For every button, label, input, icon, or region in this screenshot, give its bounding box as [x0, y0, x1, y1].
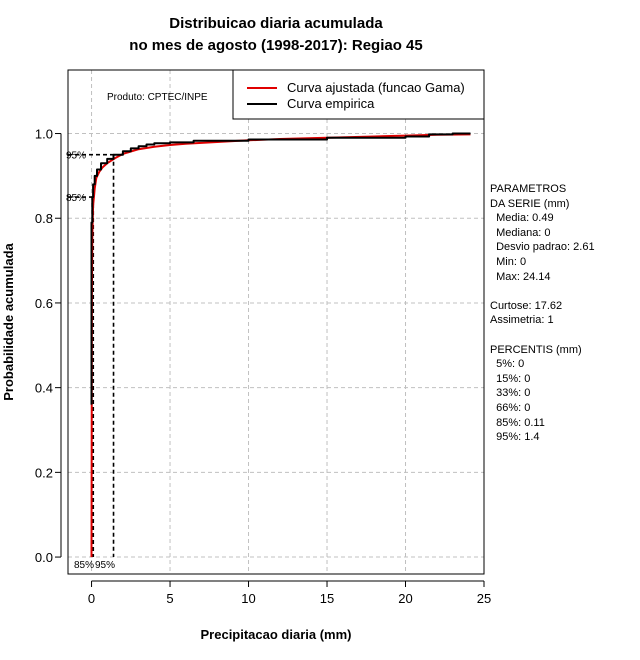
percentil-15: 15%: 0 — [490, 372, 531, 385]
chart-title-line2: no mes de agosto (1998-2017): Regiao 45 — [129, 37, 422, 54]
stat-mediana: Mediana: 0 — [490, 226, 551, 239]
stat-min: Min: 0 — [490, 255, 527, 268]
params-header-1: PARAMETROS — [490, 183, 567, 195]
chart-title-line1: Distribuicao diaria acumulada — [169, 15, 383, 32]
y-tick-label-2: 0.4 — [35, 381, 53, 396]
x-axis-label: Precipitacao diaria (mm) — [201, 627, 352, 642]
series-line-1 — [90, 132, 471, 405]
y-axis-label: Probabilidade acumulada — [1, 242, 16, 400]
stat-assimetria: Assimetria: 1 — [490, 314, 554, 327]
percentil-85: 85%: 0.11 — [490, 416, 545, 429]
x-tick-label-2: 10 — [241, 591, 255, 606]
x-tick-label-4: 20 — [398, 591, 412, 606]
params-header-2: DA SERIE (mm) — [490, 197, 570, 210]
y-tick-label-4: 0.8 — [35, 211, 53, 226]
percentil-66: 66%: 0 — [490, 401, 531, 414]
legend-label-fitted: Curva ajustada (funcao Gama) — [287, 80, 465, 95]
percentil-5: 5%: 0 — [490, 358, 525, 371]
stat-curtose: Curtose: 17.62 — [490, 299, 563, 312]
plot-frame — [67, 69, 485, 575]
series-parameters: PARAMETROS DA SERIE (mm) Media: 0.49 Med… — [490, 182, 595, 445]
product-label: Produto: CPTEC/INPE — [107, 92, 208, 103]
series-group — [90, 132, 471, 558]
x-tick-label-5: 25 — [477, 591, 491, 606]
x-tick-label-0: 0 — [88, 591, 95, 606]
percentil-33: 33%: 0 — [490, 387, 531, 400]
x-tick-label-1: 5 — [166, 591, 173, 606]
percentis-header: PERCENTIS (mm) — [490, 343, 582, 356]
grid — [68, 70, 485, 574]
y-tick-label-3: 0.6 — [35, 296, 53, 311]
percentil-95: 95%: 1.4 — [490, 431, 540, 444]
stat-max: Max: 24.14 — [490, 270, 551, 283]
percentile-markers: 85%85%95%95% — [66, 151, 115, 571]
y-tick-label-1: 0.2 — [35, 465, 53, 480]
legend-box — [232, 69, 485, 120]
y-tick-label-0: 0.0 — [35, 550, 53, 565]
marker-label-y-1: 95% — [66, 151, 86, 162]
stat-media: Media: 0.49 — [490, 212, 554, 225]
series-line-0 — [90, 133, 471, 558]
y-axis: 0.0 0.2 0.4 0.6 0.8 1.0 — [35, 127, 62, 565]
legend-label-empirical: Curva empirica — [287, 96, 375, 111]
stat-desvio: Desvio padrao: 2.61 — [490, 241, 595, 254]
marker-label-x-0: 85% — [74, 560, 94, 571]
x-axis: 0 5 10 15 20 25 — [88, 580, 491, 606]
x-tick-label-3: 15 — [320, 591, 334, 606]
legend: Curva ajustada (funcao Gama) Curva empir… — [232, 69, 485, 120]
marker-label-x-1: 95% — [95, 560, 115, 571]
y-tick-label-5: 1.0 — [35, 127, 53, 142]
marker-label-y-0: 85% — [66, 193, 86, 204]
